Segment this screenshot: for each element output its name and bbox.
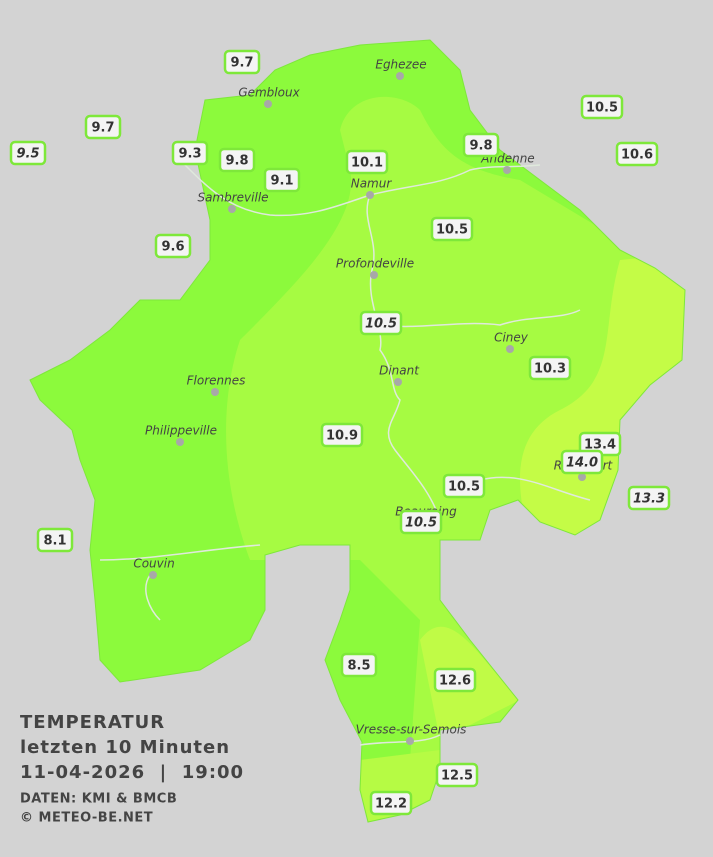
station-value: 14.0 bbox=[566, 456, 598, 471]
station-value: 13.3 bbox=[633, 492, 665, 507]
city-label: Dinant bbox=[379, 364, 420, 378]
city-dot bbox=[264, 100, 272, 108]
station-box bbox=[560, 449, 604, 475]
station-value: 9.3 bbox=[178, 147, 201, 162]
title: TEMPERATUR bbox=[20, 712, 165, 733]
station-value: 10.5 bbox=[448, 480, 480, 495]
city-dot bbox=[406, 737, 414, 745]
city-label: Eghezee bbox=[375, 58, 426, 72]
station-value: 10.9 bbox=[326, 429, 358, 444]
station-value: 9.7 bbox=[230, 56, 253, 71]
city-dot bbox=[211, 388, 219, 396]
city-dot bbox=[394, 378, 402, 386]
city-dot bbox=[366, 191, 374, 199]
datetime: 11-04-2026 | 19:00 bbox=[20, 762, 244, 783]
city-label: Florennes bbox=[187, 374, 246, 388]
station-box bbox=[9, 140, 47, 166]
station-value: 10.5 bbox=[405, 516, 437, 531]
station-value: 9.7 bbox=[91, 121, 114, 136]
subtitle: letzten 10 Minuten bbox=[20, 737, 230, 758]
city-label: Gembloux bbox=[238, 86, 300, 100]
station-value: 12.5 bbox=[441, 769, 473, 784]
station-box bbox=[263, 167, 301, 193]
station-box bbox=[340, 652, 378, 678]
station-value: 9.1 bbox=[270, 174, 293, 189]
city-label: Philippeville bbox=[145, 424, 217, 438]
station-box bbox=[320, 422, 364, 448]
city-dot bbox=[149, 571, 157, 579]
city-label: Couvin bbox=[133, 557, 174, 571]
station-box bbox=[580, 94, 624, 120]
station-box bbox=[615, 141, 659, 167]
station-value: 10.3 bbox=[534, 362, 566, 377]
city-dot bbox=[506, 345, 514, 353]
station-value: 13.4 bbox=[584, 438, 616, 453]
station-box bbox=[84, 114, 122, 140]
copyright: © METEO-BE.NET bbox=[20, 811, 153, 826]
station-box bbox=[171, 140, 209, 166]
city-dot bbox=[176, 438, 184, 446]
station-value: 8.5 bbox=[347, 659, 370, 674]
city-label: Profondeville bbox=[336, 257, 414, 271]
station-box bbox=[223, 49, 261, 75]
station-box bbox=[433, 667, 477, 693]
station-value: 12.2 bbox=[375, 797, 407, 812]
city-dot bbox=[228, 205, 236, 213]
city-label: Vresse-sur-Semois bbox=[356, 723, 467, 737]
station-box bbox=[369, 790, 413, 816]
station-value: 9.8 bbox=[225, 154, 248, 169]
station-box bbox=[36, 527, 74, 553]
station-value: 8.1 bbox=[43, 534, 66, 549]
city-dot bbox=[578, 473, 586, 481]
station-value: 10.1 bbox=[351, 156, 383, 171]
rivers bbox=[99, 159, 591, 746]
station-value: 9.6 bbox=[161, 240, 184, 255]
city-label: Ciney bbox=[494, 331, 529, 345]
station-box bbox=[218, 147, 256, 173]
station-value: 10.5 bbox=[586, 101, 618, 116]
station-value: 10.6 bbox=[621, 148, 653, 163]
station-box bbox=[430, 216, 474, 242]
city-label: Sambreville bbox=[197, 191, 268, 205]
station-value: 9.5 bbox=[16, 147, 39, 162]
station-value: 9.8 bbox=[469, 139, 492, 154]
station-box bbox=[442, 473, 486, 499]
city-dot bbox=[396, 72, 404, 80]
city-dot bbox=[370, 271, 378, 279]
station-box bbox=[462, 132, 500, 158]
station-box bbox=[154, 233, 192, 259]
station-box bbox=[627, 485, 671, 511]
city-label: Namur bbox=[351, 177, 393, 191]
station-box bbox=[435, 762, 479, 788]
station-box bbox=[345, 149, 389, 175]
source: DATEN: KMI & BMCB bbox=[20, 792, 177, 807]
station-box bbox=[359, 310, 403, 336]
station-box bbox=[399, 509, 443, 535]
station-value: 10.5 bbox=[365, 317, 397, 332]
city-dot bbox=[503, 166, 511, 174]
station-value: 10.5 bbox=[436, 223, 468, 238]
station-box bbox=[528, 355, 572, 381]
station-value: 12.6 bbox=[439, 674, 471, 689]
